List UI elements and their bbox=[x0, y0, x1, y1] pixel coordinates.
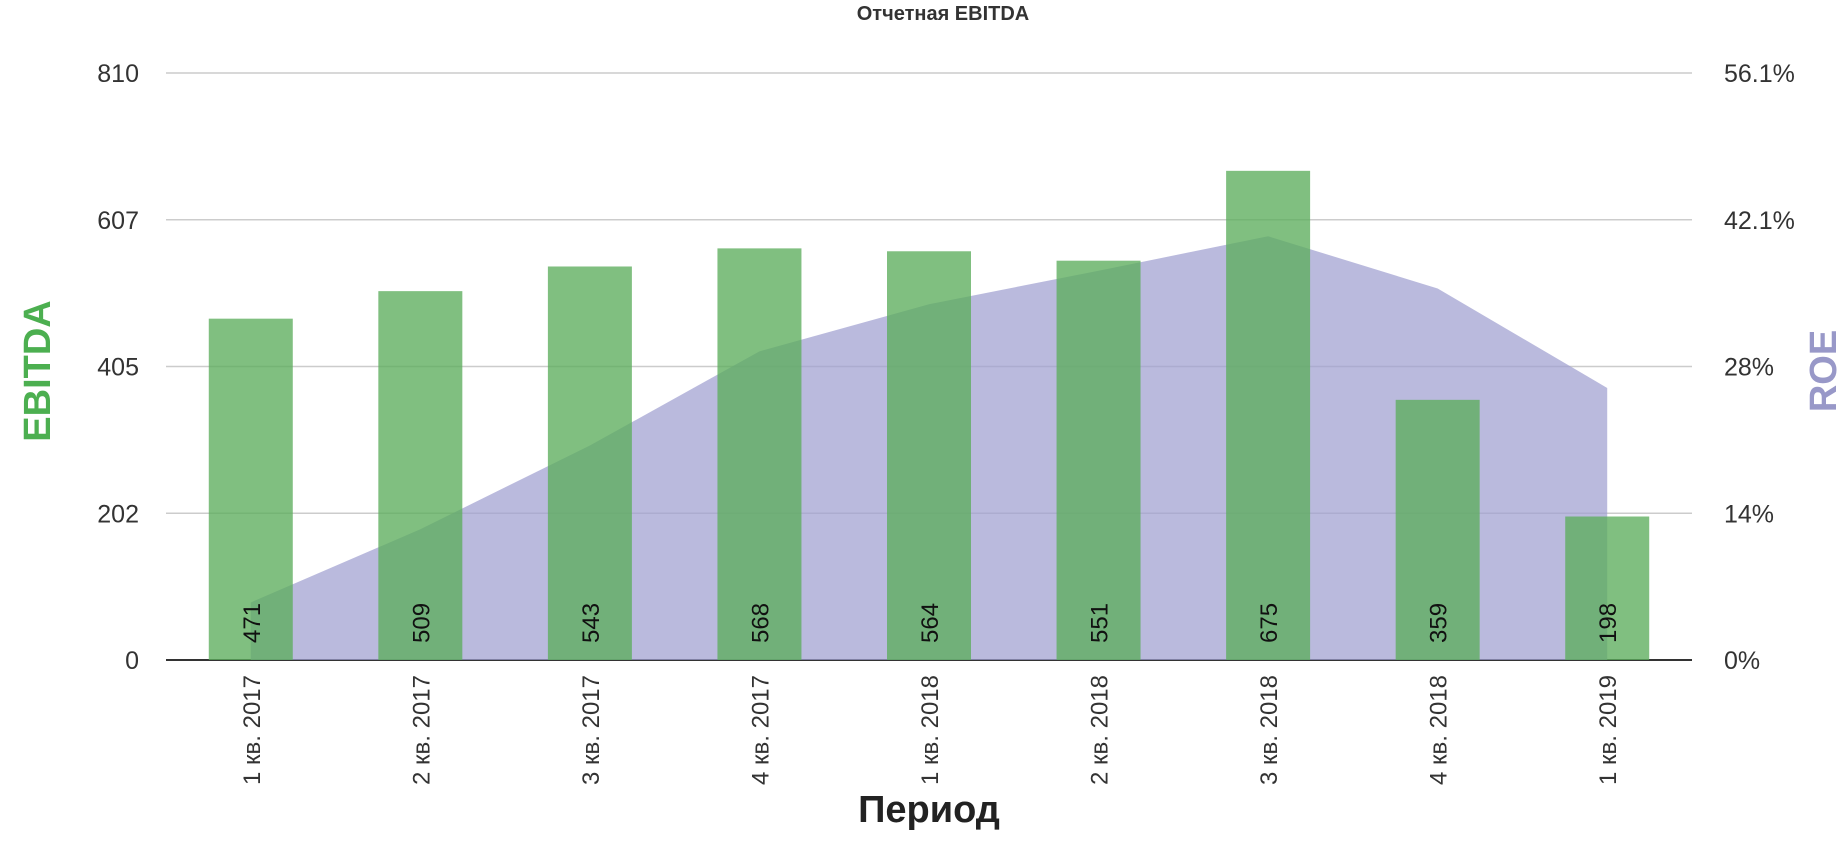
right-axis-tick-label: 0% bbox=[1724, 647, 1760, 675]
right-axis-tick-label: 56.1% bbox=[1724, 60, 1795, 88]
bar-data-label: 568 bbox=[747, 603, 774, 643]
right-axis-tick-label: 28% bbox=[1724, 354, 1774, 382]
left-axis-tick-label: 405 bbox=[97, 354, 139, 382]
left-axis-tick-label: 607 bbox=[97, 207, 139, 235]
ebitda-bar bbox=[208, 318, 293, 660]
x-axis-ticks: 1 кв. 2017 2 кв. 2017 3 кв. 2017 4 кв. 2017… bbox=[239, 675, 1622, 785]
ebitda-bar bbox=[1565, 516, 1650, 660]
left-axis-tick-label: 0 bbox=[125, 647, 139, 675]
ebitda-bar bbox=[547, 266, 632, 660]
ebitda-bar bbox=[1056, 260, 1141, 660]
x-axis-tick-label: 1 кв. 2018 bbox=[917, 675, 944, 785]
right-axis-tick-label: 14% bbox=[1724, 500, 1774, 528]
bar-data-label: 551 bbox=[1087, 603, 1114, 643]
left-axis-tick-label: 810 bbox=[97, 60, 139, 88]
ebitda-bar bbox=[717, 248, 802, 660]
bar-data-label: 543 bbox=[578, 603, 605, 643]
x-axis-tick-label: 2 кв. 2017 bbox=[408, 675, 435, 785]
ebitda-bar-layer bbox=[208, 170, 1650, 661]
right-axis-title: ROE bbox=[1803, 330, 1840, 412]
x-axis-tick-label: 3 кв. 2018 bbox=[1256, 675, 1283, 785]
data-label-layer: 471 509 543 568 564 551 675 359 198 bbox=[239, 603, 1622, 643]
x-axis-tick-label: 3 кв. 2017 bbox=[578, 675, 605, 785]
x-axis-tick-label: 2 кв. 2018 bbox=[1087, 675, 1114, 785]
bar-data-label: 359 bbox=[1426, 603, 1453, 643]
left-axis-title: EBITDA bbox=[17, 300, 59, 441]
bar-data-label: 471 bbox=[239, 603, 266, 643]
ebitda-bar bbox=[378, 291, 463, 660]
bar-data-label: 675 bbox=[1256, 603, 1283, 643]
x-axis-title: Период bbox=[858, 789, 1000, 831]
chart-title: Отчетная EBITDA bbox=[857, 3, 1030, 25]
right-axis-tick-label: 42.1% bbox=[1724, 207, 1795, 235]
x-axis-tick-label: 4 кв. 2017 bbox=[747, 675, 774, 785]
ebitda-bar bbox=[1226, 170, 1311, 661]
bar-data-label: 198 bbox=[1595, 603, 1622, 643]
x-axis-tick-label: 1 кв. 2017 bbox=[239, 675, 266, 785]
x-axis-tick-label: 1 кв. 2019 bbox=[1595, 675, 1622, 785]
bar-data-label: 564 bbox=[917, 603, 944, 643]
bar-data-label: 509 bbox=[408, 603, 435, 643]
x-axis-tick-label: 4 кв. 2018 bbox=[1426, 675, 1453, 785]
left-axis-tick-label: 202 bbox=[97, 500, 139, 528]
ebitda-bar bbox=[1395, 399, 1480, 660]
left-axis-ticks: 0 202 405 607 810 bbox=[97, 60, 139, 675]
ebitda-bar bbox=[887, 251, 971, 660]
right-axis-ticks: 0% 14% 28% 42.1% 56.1% bbox=[1724, 60, 1795, 675]
